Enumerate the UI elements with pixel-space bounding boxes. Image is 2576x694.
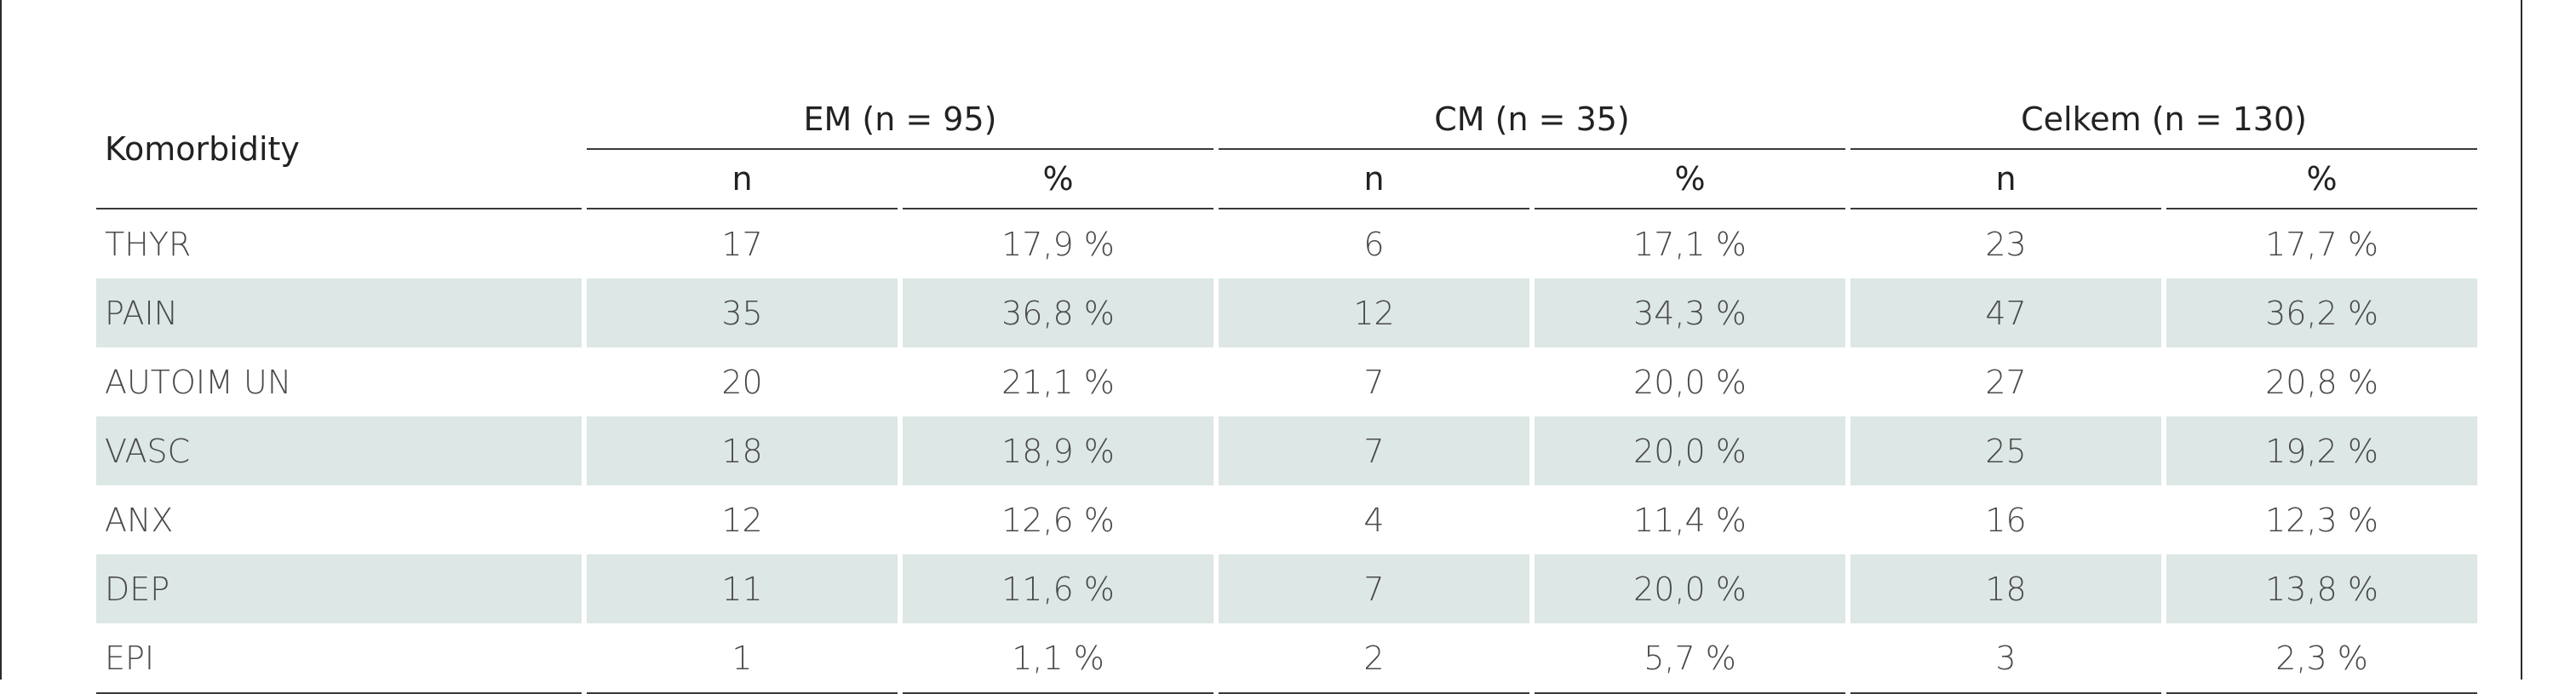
subheader-pct: %: [1535, 150, 1846, 209]
cell-em-n: 11: [587, 554, 898, 623]
row-label: ANX: [105, 501, 174, 539]
cell-total-pct: 13,8 %: [2166, 554, 2478, 623]
cell-total-n: 47: [1850, 278, 2162, 347]
subheader-n: n: [1850, 150, 2162, 209]
cell-cm-pct: 20,0 %: [1535, 416, 1846, 485]
row-header-label: Komorbidity: [96, 90, 582, 209]
cell-total-n: 23: [1985, 225, 2027, 263]
cell-total-n: 18: [1850, 554, 2162, 623]
cell-em-pct: 11,6 %: [903, 554, 1213, 623]
cell-total-n: 16: [1985, 501, 2027, 539]
header-row-sub: n % n % n %: [96, 150, 2478, 209]
row-label: DEP: [96, 554, 582, 623]
cell-cm-pct: 20,0 %: [1633, 363, 1747, 401]
cell-em-n: 18: [587, 416, 898, 485]
table-row: VASC 18 18,9 % 7 20,0 % 25 19,2 %: [96, 416, 2478, 485]
cell-cm-pct: 11,4 %: [1633, 501, 1747, 539]
row-label: VASC: [96, 416, 582, 485]
table-frame: [0, 0, 2522, 680]
cell-em-n: 17: [721, 225, 763, 263]
cell-total-pct: 17,7 %: [2265, 225, 2378, 263]
table-row: PAIN 35 36,8 % 12 34,3 % 47 36,2 %: [96, 278, 2478, 347]
cell-total-pct: 36,2 %: [2166, 278, 2478, 347]
subheader-n: n: [1219, 150, 1529, 209]
header-row-groups: Komorbidity EM (n = 95) CM (n = 35) Celk…: [96, 90, 2478, 209]
cell-cm-n: 7: [1219, 554, 1529, 623]
table-row: THYR 17 17,9 % 6 17,1 % 23 17,7 %: [96, 209, 2477, 278]
row-label: PAIN: [96, 278, 582, 347]
cell-cm-pct: 34,3 %: [1535, 278, 1846, 347]
cell-em-n: 1: [587, 623, 898, 694]
cell-em-pct: 1,1 %: [903, 623, 1213, 694]
subheader-pct: %: [903, 150, 1213, 209]
cell-em-pct: 12,6 %: [1001, 501, 1115, 539]
cell-em-pct: 18,9 %: [903, 416, 1213, 485]
comorbidity-table: Komorbidity EM (n = 95) CM (n = 35) Celk…: [91, 90, 2482, 694]
cell-cm-pct: 17,1 %: [1633, 225, 1747, 263]
cell-total-n: 25: [1850, 416, 2162, 485]
cell-cm-n: 7: [1219, 416, 1529, 485]
cell-cm-pct: 5,7 %: [1535, 623, 1846, 694]
cell-em-n: 20: [721, 363, 763, 401]
cell-total-pct: 20,8 %: [2265, 363, 2378, 401]
table-row: AUTOIM UN 20 21,1 % 7 20,0 % 27 20,8 %: [96, 347, 2477, 416]
row-label: AUTOIM UN: [105, 363, 292, 401]
cell-cm-n: 7: [1363, 363, 1385, 401]
cell-em-pct: 36,8 %: [903, 278, 1213, 347]
row-label: THYR: [105, 225, 192, 263]
cell-em-pct: 21,1 %: [1001, 363, 1115, 401]
cell-total-pct: 12,3 %: [2265, 501, 2378, 539]
subheader-n: n: [587, 150, 898, 209]
cell-em-n: 35: [587, 278, 898, 347]
cell-cm-n: 6: [1363, 225, 1385, 263]
group-header-em: EM (n = 95): [587, 90, 1213, 150]
table-row: ANX 12 12,6 % 4 11,4 % 16 12,3 %: [96, 485, 2477, 554]
cell-cm-pct: 20,0 %: [1535, 554, 1846, 623]
cell-total-n: 27: [1985, 363, 2027, 401]
subheader-pct: %: [2166, 150, 2478, 209]
cell-em-n: 12: [721, 501, 763, 539]
cell-cm-n: 2: [1219, 623, 1529, 694]
table-row: EPI 1 1,1 % 2 5,7 % 3 2,3 %: [96, 623, 2478, 694]
row-label: EPI: [96, 623, 582, 694]
group-header-total: Celkem (n = 130): [1850, 90, 2478, 150]
group-header-cm: CM (n = 35): [1219, 90, 1846, 150]
cell-total-n: 3: [1850, 623, 2162, 694]
table-row: DEP 11 11,6 % 7 20,0 % 18 13,8 %: [96, 554, 2478, 623]
cell-em-pct: 17,9 %: [1001, 225, 1115, 263]
cell-cm-n: 12: [1219, 278, 1529, 347]
cell-total-pct: 19,2 %: [2166, 416, 2478, 485]
cell-total-pct: 2,3 %: [2166, 623, 2478, 694]
cell-cm-n: 4: [1363, 501, 1385, 539]
